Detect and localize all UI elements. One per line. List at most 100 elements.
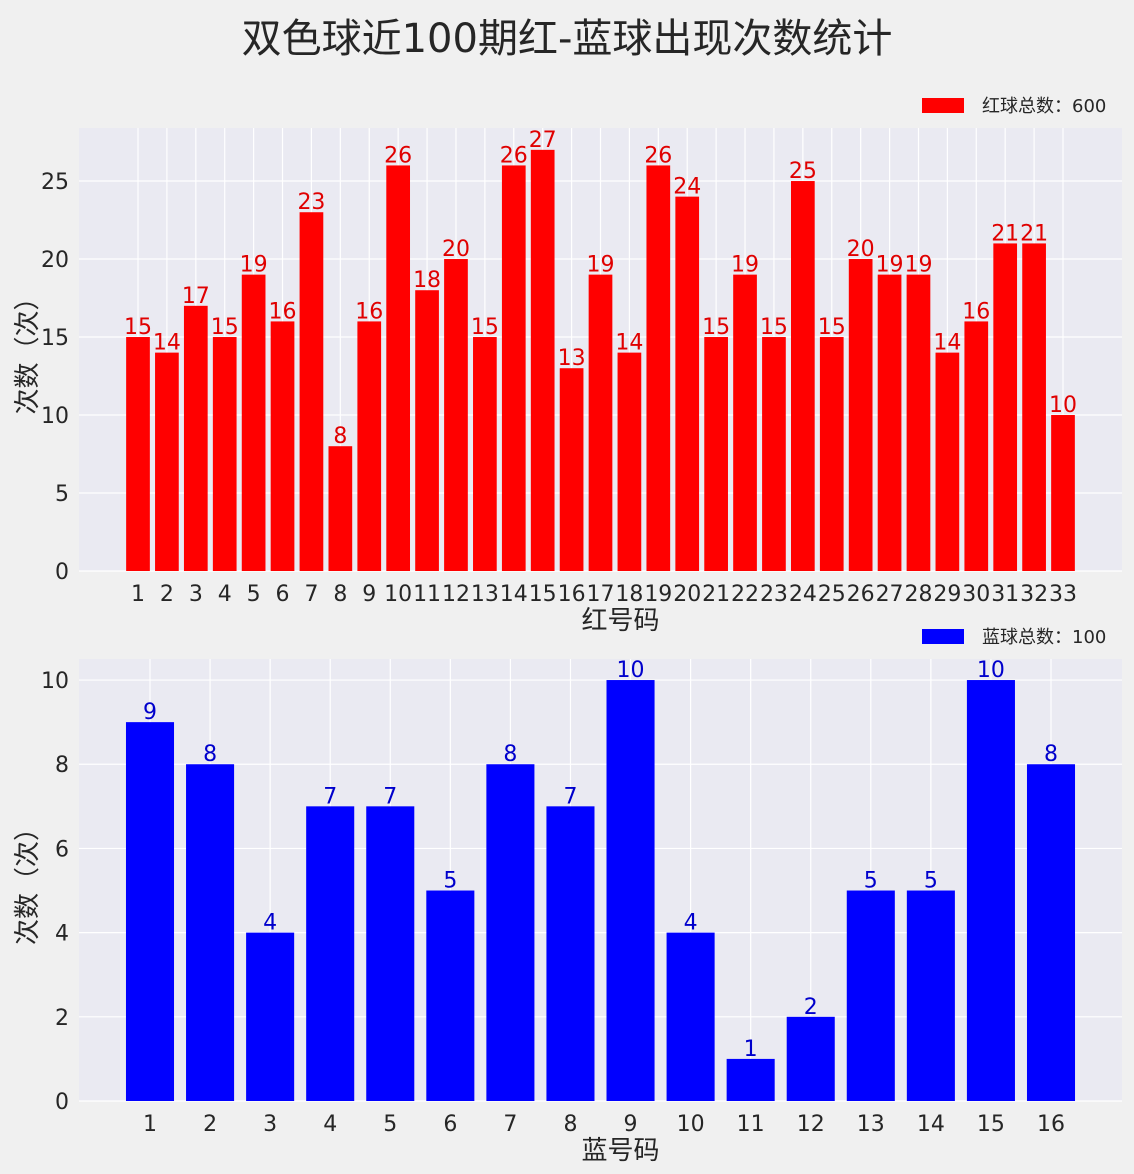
bar [486, 764, 535, 1101]
bar-value-label: 19 [587, 253, 615, 278]
x-tick-label: 32 [1020, 582, 1048, 607]
y-axis-label: 次数（次） [13, 815, 43, 945]
bar [790, 181, 815, 571]
x-tick-label: 19 [644, 582, 672, 607]
y-tick-label: 5 [55, 482, 69, 507]
bar-value-label: 4 [684, 911, 698, 936]
bar [617, 352, 642, 571]
bar [819, 337, 844, 571]
bar-value-label: 24 [673, 175, 701, 200]
x-tick-label: 10 [384, 582, 412, 607]
bar-value-label: 19 [904, 253, 932, 278]
bar [666, 932, 715, 1101]
y-tick-label: 6 [55, 837, 69, 862]
x-tick-label: 12 [797, 1112, 825, 1137]
bar-value-label: 17 [182, 284, 210, 309]
x-tick-label: 10 [677, 1112, 705, 1137]
x-tick-label: 16 [558, 582, 586, 607]
bar [559, 368, 584, 571]
bar [155, 352, 179, 571]
bar [1022, 243, 1046, 572]
bar-value-label: 1 [744, 1037, 758, 1062]
bar-value-label: 5 [924, 869, 938, 894]
bar [357, 321, 382, 571]
bar-value-label: 9 [143, 700, 157, 725]
bar-value-label: 10 [617, 658, 645, 683]
bar [704, 337, 728, 571]
bar-value-label: 7 [563, 784, 577, 809]
bar-value-label: 19 [240, 253, 268, 278]
x-tick-label: 25 [818, 582, 846, 607]
x-tick-label: 16 [1037, 1112, 1065, 1137]
bar [186, 764, 235, 1101]
bar [246, 932, 295, 1101]
bar [125, 722, 175, 1101]
bar-value-label: 19 [731, 253, 759, 278]
y-tick-label: 15 [41, 326, 69, 351]
x-tick-label: 20 [673, 582, 701, 607]
bar-value-label: 15 [124, 315, 152, 340]
y-tick-label: 8 [55, 753, 69, 778]
y-tick-label: 2 [55, 1006, 69, 1031]
bar [415, 290, 439, 571]
bar-value-label: 13 [558, 346, 586, 371]
bar [501, 165, 526, 571]
bar-value-label: 8 [1044, 742, 1058, 767]
bar [1051, 415, 1075, 571]
bar-value-label: 14 [615, 331, 643, 356]
bar [183, 305, 208, 571]
bar-value-label: 14 [153, 331, 181, 356]
bar [966, 680, 1015, 1101]
bar-value-label: 7 [383, 784, 397, 809]
bar [993, 243, 1018, 572]
bar-value-label: 8 [203, 742, 217, 767]
legend-swatch [922, 98, 964, 113]
bar-value-label: 5 [864, 869, 878, 894]
legend-label: 蓝球总数：100 [982, 627, 1106, 648]
bar [444, 259, 468, 571]
bar [386, 165, 411, 571]
x-tick-label: 8 [563, 1112, 577, 1137]
bar [906, 890, 955, 1101]
bar-value-label: 8 [333, 424, 347, 449]
bar-value-label: 15 [818, 315, 846, 340]
bar [675, 196, 700, 572]
y-axis-label: 次数（次） [13, 284, 43, 414]
bar-value-label: 27 [529, 128, 557, 153]
bar-value-label: 16 [355, 299, 383, 324]
x-tick-label: 13 [471, 582, 499, 607]
x-tick-label: 13 [857, 1112, 885, 1137]
bar [733, 274, 757, 571]
bar [306, 806, 355, 1101]
bar [241, 274, 266, 571]
x-tick-label: 18 [615, 582, 643, 607]
bar-value-label: 23 [297, 190, 325, 215]
x-tick-label: 6 [443, 1112, 457, 1137]
y-tick-label: 4 [55, 922, 69, 947]
bar-value-label: 18 [413, 268, 441, 293]
x-tick-label: 27 [876, 582, 904, 607]
bar-value-label: 26 [500, 143, 528, 168]
bar-value-label: 2 [804, 995, 818, 1020]
y-tick-label: 10 [41, 669, 69, 694]
figure-title: 双色球近100期红-蓝球出现次数统计 [241, 16, 893, 62]
bar-value-label: 4 [263, 911, 277, 936]
x-tick-label: 1 [143, 1112, 157, 1137]
red-ball-chart: 0510152025151142173154195166237881692610… [13, 96, 1122, 636]
x-tick-label: 7 [304, 582, 318, 607]
x-tick-label: 15 [529, 582, 557, 607]
bar-value-label: 15 [211, 315, 239, 340]
bar-value-label: 26 [384, 143, 412, 168]
bar [328, 446, 353, 571]
bar [299, 212, 324, 571]
bar [848, 259, 873, 571]
bar-value-label: 5 [443, 869, 457, 894]
x-tick-label: 6 [276, 582, 290, 607]
x-tick-label: 1 [131, 582, 145, 607]
bar-value-label: 21 [1020, 221, 1048, 246]
bar [726, 1058, 775, 1101]
x-tick-label: 11 [413, 582, 441, 607]
x-tick-label: 33 [1049, 582, 1077, 607]
x-tick-label: 14 [500, 582, 528, 607]
